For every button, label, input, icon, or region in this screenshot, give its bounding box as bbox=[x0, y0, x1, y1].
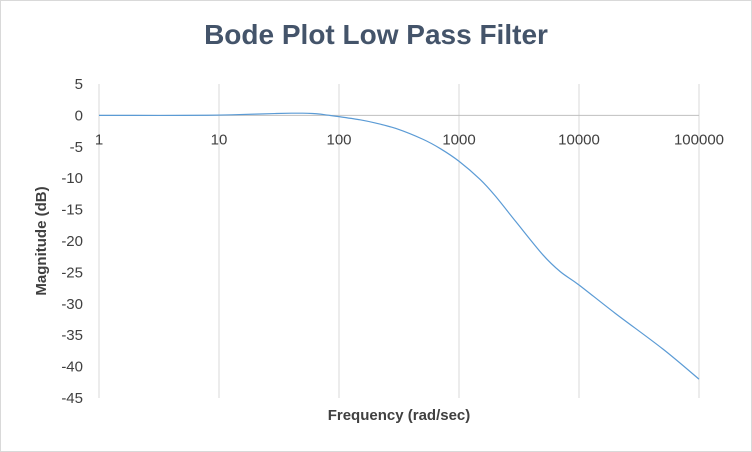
x-axis-title: Frequency (rad/sec) bbox=[328, 407, 471, 424]
y-tick-label: -20 bbox=[61, 233, 83, 250]
y-tick-label: -40 bbox=[61, 359, 83, 376]
y-tick-label: -5 bbox=[70, 139, 83, 156]
chart-title: Bode Plot Low Pass Filter bbox=[204, 19, 548, 50]
y-tick-label: -25 bbox=[61, 264, 83, 281]
y-tick-label: -15 bbox=[61, 202, 83, 219]
y-tick-label: -45 bbox=[61, 390, 83, 407]
y-tick-label: 5 bbox=[75, 76, 83, 93]
x-tick-label: 1 bbox=[95, 131, 103, 148]
x-tick-label: 10 bbox=[211, 131, 228, 148]
x-tick-label: 10000 bbox=[558, 131, 600, 148]
y-tick-label: -30 bbox=[61, 296, 83, 313]
x-tick-label: 100 bbox=[326, 131, 351, 148]
x-tick-label: 100000 bbox=[674, 131, 724, 148]
x-tick-label: 1000 bbox=[442, 131, 475, 148]
y-tick-label: -35 bbox=[61, 327, 83, 344]
y-tick-label: -10 bbox=[61, 170, 83, 187]
magnitude-series-line bbox=[99, 112, 700, 380]
y-axis-title: Magnitude (dB) bbox=[33, 186, 50, 295]
y-tick-label: 0 bbox=[75, 107, 83, 124]
